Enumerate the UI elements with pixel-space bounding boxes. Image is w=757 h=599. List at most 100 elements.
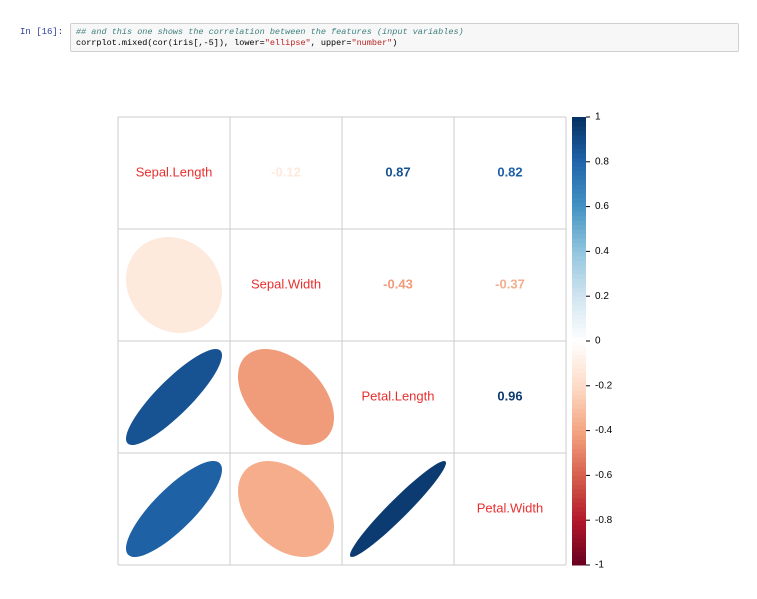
colorbar-segment [572, 363, 586, 369]
colorbar-segment [572, 426, 586, 432]
colorbar-segment [572, 134, 586, 140]
colorbar-segment [572, 453, 586, 458]
colorbar-segment [572, 188, 586, 194]
colorbar-segment [572, 367, 586, 373]
colorbar-segment [572, 461, 586, 467]
colorbar-segment [572, 556, 586, 562]
colorbar-segment [572, 237, 586, 243]
colorbar-segment [572, 470, 586, 476]
colorbar-segment [572, 538, 586, 544]
colorbar-segment [572, 242, 586, 248]
colorbar-segment [572, 246, 586, 252]
colorbar-segment [572, 524, 586, 530]
colorbar-segment [572, 497, 586, 503]
colorbar-segment [572, 390, 586, 396]
code-token: , upper= [310, 38, 352, 48]
code-string: "ellipse" [264, 38, 311, 48]
colorbar-segment [572, 341, 586, 346]
colorbar-tick-label: -0.6 [595, 470, 613, 481]
colorbar-tick-label: 0.6 [595, 201, 609, 212]
colorbar-segment [572, 542, 586, 548]
code-comment: ## and this one shows the correlation be… [76, 27, 464, 37]
colorbar-tick-label: -0.8 [595, 515, 613, 526]
colorbar-segment [572, 287, 586, 293]
colorbar-segment [572, 305, 586, 311]
colorbar-segment [572, 260, 586, 266]
colorbar-segment [572, 399, 586, 405]
colorbar-segment [572, 515, 586, 521]
colorbar-segment [572, 264, 586, 270]
colorbar-segment [572, 197, 586, 203]
colorbar-tick-label: -0.4 [595, 425, 613, 436]
correlation-value: -0.43 [383, 276, 413, 291]
colorbar-segment [572, 269, 586, 275]
colorbar-segment [572, 403, 586, 409]
colorbar-segment [572, 376, 586, 382]
colorbar-segment [572, 314, 586, 320]
colorbar-segment [572, 511, 586, 517]
code-string: "number" [351, 38, 393, 48]
colorbar-segment [572, 354, 586, 360]
correlation-ellipse [126, 349, 223, 446]
cell-prompt: In [16]: [20, 27, 64, 37]
colorbar-segment [572, 349, 586, 355]
colorbar-segment [572, 224, 586, 230]
colorbar-segment [572, 332, 586, 338]
variable-label: Petal.Width [477, 500, 543, 515]
colorbar-segment [572, 125, 586, 131]
code-token: ) [392, 38, 398, 48]
colorbar-segment [572, 117, 586, 122]
colorbar-segment [572, 251, 586, 257]
colorbar-segment [572, 220, 586, 226]
colorbar-segment [572, 430, 586, 436]
colorbar-segment [572, 291, 586, 297]
colorbar-segment [572, 121, 586, 127]
colorbar-segment [572, 448, 586, 454]
colorbar-segment [572, 533, 586, 539]
correlation-value: 0.82 [497, 164, 522, 179]
colorbar-segment [572, 435, 586, 441]
colorbar-segment [572, 211, 586, 217]
code-cell[interactable]: ## and this one shows the correlation be… [70, 23, 739, 52]
colorbar-segment [572, 175, 586, 181]
colorbar-segment [572, 529, 586, 535]
colorbar-segment [572, 255, 586, 261]
colorbar-segment [572, 336, 586, 342]
colorbar-segment [572, 484, 586, 490]
colorbar-tick-label: -0.2 [595, 380, 613, 391]
variable-label: Sepal.Length [136, 164, 213, 179]
colorbar-segment [572, 493, 586, 499]
correlation-ellipse [125, 237, 222, 334]
correlation-ellipse [349, 461, 446, 558]
colorbar-segment [572, 412, 586, 418]
colorbar-segment [572, 547, 586, 553]
colorbar-segment [572, 444, 586, 450]
colorbar-segment [572, 394, 586, 400]
colorbar-segment [572, 385, 586, 391]
colorbar-segment [572, 421, 586, 427]
code-line: corrplot.mixed(cor(iris[,-5]), lower="el… [76, 38, 733, 49]
correlation-value: 0.87 [385, 164, 410, 179]
colorbar-segment [572, 466, 586, 472]
colorbar-segment [572, 520, 586, 526]
colorbar-segment [572, 372, 586, 378]
colorbar-segment [572, 439, 586, 445]
correlation-value: 0.96 [497, 388, 522, 403]
colorbar-tick-label: 1 [595, 112, 601, 123]
colorbar-segment [572, 206, 586, 212]
colorbar-segment [572, 327, 586, 333]
colorbar-segment [572, 166, 586, 172]
colorbar-segment [572, 381, 586, 387]
colorbar-tick-label: 0.2 [595, 291, 609, 302]
colorbar-segment [572, 318, 586, 324]
colorbar-segment [572, 560, 586, 566]
correlation-value: -0.12 [271, 164, 301, 179]
colorbar-segment [572, 502, 586, 508]
colorbar-segment [572, 161, 586, 167]
correlation-ellipse [237, 461, 335, 558]
colorbar-segment [572, 278, 586, 284]
colorbar-segment [572, 148, 586, 154]
colorbar-segment [572, 506, 586, 512]
